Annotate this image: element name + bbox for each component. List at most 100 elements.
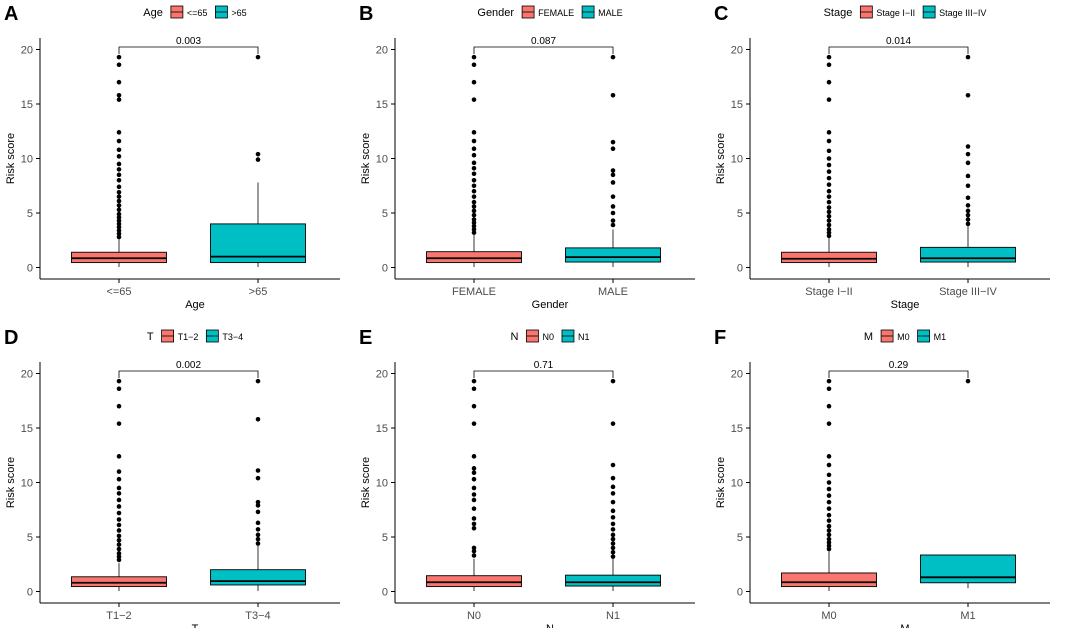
legend: T T1−2 T3−4 [147, 329, 243, 343]
outlier-point [610, 172, 616, 178]
outlier-point [471, 497, 477, 503]
panel-f: F M M0 M1 0 5 10 15 20 Risk score M0 M1 M 0.29 [714, 327, 1050, 633]
legend-label: N0 [542, 332, 554, 342]
outlier-point [826, 227, 832, 232]
outlier-point [116, 172, 122, 178]
legend-key [561, 329, 575, 343]
outlier-point [471, 521, 477, 527]
outlier-point [610, 499, 616, 505]
y-tick-label: 20 [376, 45, 388, 57]
outlier-point [116, 147, 122, 153]
outlier-point [965, 195, 971, 201]
p-value-label: 0.002 [176, 360, 201, 371]
outlier-point [826, 148, 832, 154]
outlier-point [471, 230, 477, 235]
box-body [781, 572, 877, 588]
box-2 [210, 54, 306, 267]
y-tick-label: 5 [737, 208, 743, 220]
outlier-point [965, 217, 971, 222]
outlier-point [610, 222, 616, 228]
outlier-point [116, 421, 122, 426]
outlier-point [471, 217, 477, 222]
panel-label: C [714, 3, 728, 25]
outlier-point [826, 213, 832, 219]
outlier-point [826, 188, 832, 194]
x-tick-label: T1−2 [106, 610, 131, 622]
outlier-point [116, 554, 122, 559]
outlier-point [116, 386, 122, 392]
x-axis-label: M [900, 623, 909, 628]
legend-item: M1 [917, 329, 946, 343]
outlier-point [610, 484, 616, 490]
outlier-point [471, 204, 477, 209]
y-axis-label: Risk score [715, 133, 727, 184]
outlier-point [471, 223, 477, 229]
outlier-point [610, 54, 616, 60]
panel-label: E [359, 327, 372, 349]
outlier-point [255, 468, 261, 473]
x-tick-label: N0 [467, 610, 481, 622]
box-body [426, 251, 522, 264]
outlier-point [116, 378, 122, 384]
outlier-point [116, 97, 122, 102]
outlier-point [826, 62, 832, 68]
outlier-point [965, 203, 971, 208]
box-2 [210, 378, 306, 591]
y-tick-label: 10 [731, 154, 743, 166]
outlier-point [255, 157, 261, 162]
outlier-point [116, 189, 122, 195]
outlier-point [610, 521, 616, 527]
outlier-point [826, 462, 832, 468]
legend: Age <=65 >65 [143, 5, 247, 19]
panel-label: F [714, 327, 726, 349]
legend-label: Stage I−II [876, 8, 915, 18]
legend-label: M0 [897, 332, 910, 342]
box-body [210, 569, 306, 586]
outlier-point [965, 208, 971, 214]
y-tick-label: 0 [382, 263, 388, 275]
outlier-point [116, 234, 122, 240]
outlier-point [116, 228, 122, 233]
outlier-point [826, 546, 832, 552]
outlier-point [610, 508, 616, 514]
legend-label: >65 [231, 8, 246, 18]
y-tick-label: 0 [737, 263, 743, 275]
outlier-point [116, 528, 122, 533]
legend-title: Age [143, 7, 163, 19]
box-body [71, 576, 167, 588]
outlier-point [116, 167, 122, 172]
outlier-point [965, 221, 971, 227]
legend-label: <=65 [187, 8, 208, 18]
outlier-point [826, 199, 832, 205]
y-axis-label: Risk score [360, 457, 372, 508]
outlier-point [610, 421, 616, 426]
outlier-point [116, 54, 122, 60]
legend-title: Gender [477, 7, 514, 19]
outlier-point [965, 54, 971, 60]
outlier-point [610, 475, 616, 481]
legend-item: N1 [561, 329, 589, 343]
y-tick-label: 10 [21, 154, 33, 166]
outlier-point [826, 230, 832, 235]
p-value-label: 0.003 [176, 36, 201, 47]
outlier-point [116, 178, 122, 183]
outlier-point [116, 62, 122, 68]
y-tick-label: 0 [737, 587, 743, 599]
outlier-point [471, 79, 477, 85]
outlier-point [116, 537, 122, 543]
legend-item: T3−4 [205, 329, 243, 343]
significance-bracket: 0.087 [473, 36, 614, 54]
outlier-point [471, 466, 477, 471]
outlier-point [826, 540, 832, 545]
outlier-point [255, 416, 261, 422]
outlier-point [116, 517, 122, 522]
x-tick-label: Stage III−IV [939, 286, 997, 298]
outlier-point [116, 161, 122, 167]
y-tick-label: 5 [382, 532, 388, 544]
x-tick-label: T3−4 [245, 610, 270, 622]
outlier-point [610, 515, 616, 520]
box-1 [781, 378, 877, 591]
outlier-point [826, 233, 832, 239]
legend-label: Stage III−IV [939, 8, 986, 18]
